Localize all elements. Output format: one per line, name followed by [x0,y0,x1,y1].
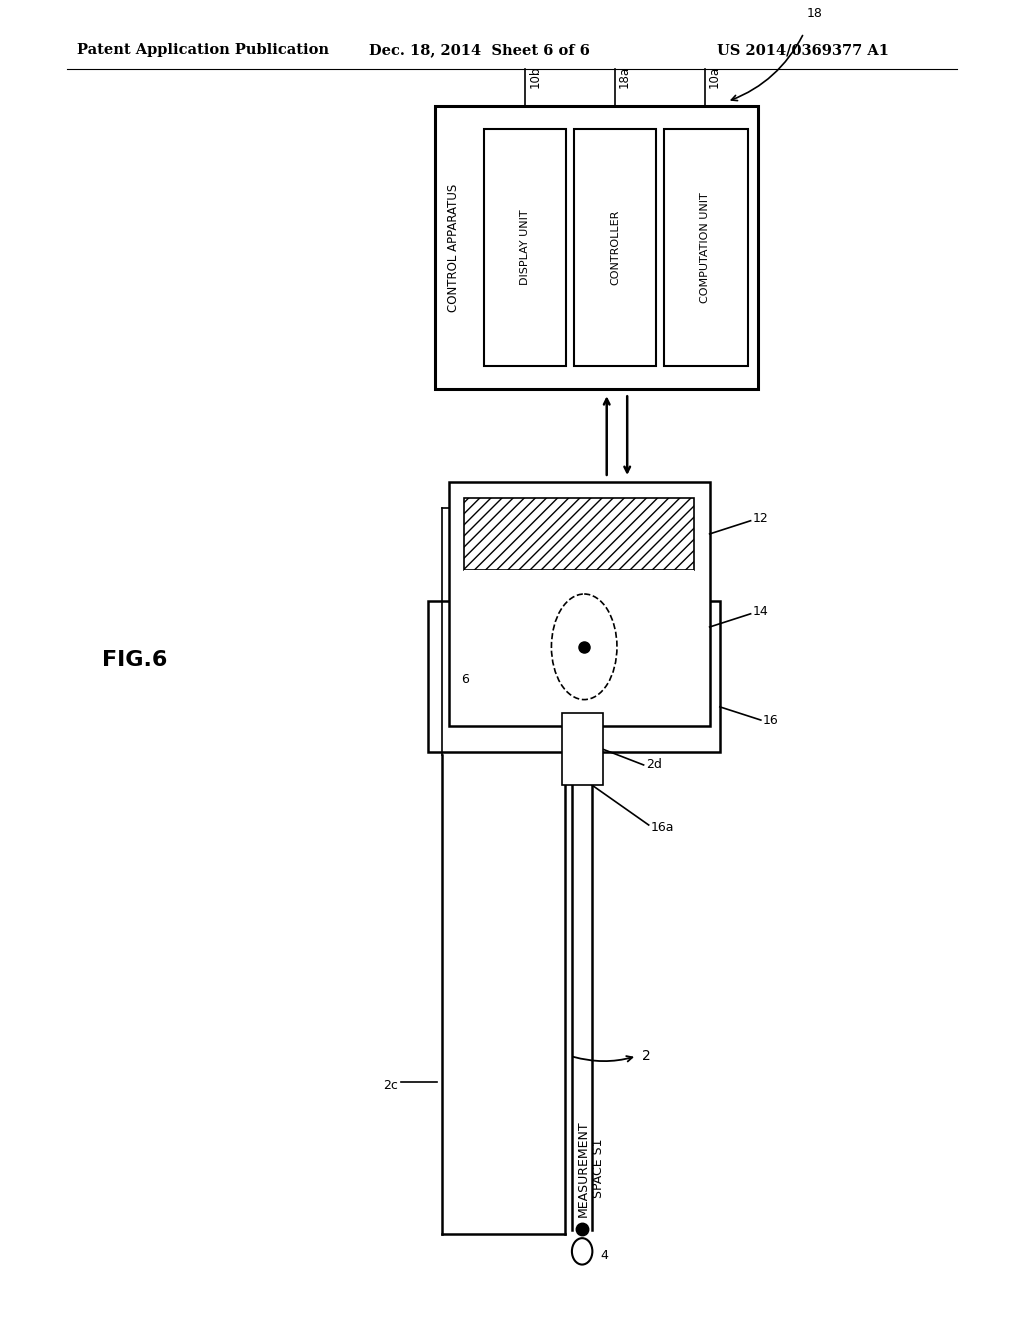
Text: COMPUTATION UNIT: COMPUTATION UNIT [699,193,710,302]
Text: 16: 16 [763,714,778,726]
Text: 4: 4 [600,1249,608,1262]
Text: 2d: 2d [646,759,662,771]
Text: 2: 2 [642,1049,651,1063]
Text: US 2014/0369377 A1: US 2014/0369377 A1 [717,44,889,57]
Bar [435,106,758,389]
Text: 16a: 16a [651,821,674,834]
Text: Patent Application Publication: Patent Application Publication [77,44,329,57]
Text: CONTROLLER: CONTROLLER [610,210,620,285]
Bar [574,129,655,366]
Text: 14: 14 [753,605,768,618]
Bar [449,482,710,726]
Bar [664,129,748,366]
Text: CONTROL APPARATUS: CONTROL APPARATUS [447,183,460,312]
Bar [484,129,566,366]
Text: 10b: 10b [528,66,542,88]
Bar [428,601,720,752]
Text: Dec. 18, 2014  Sheet 6 of 6: Dec. 18, 2014 Sheet 6 of 6 [369,44,590,57]
Bar [464,570,694,630]
Text: DISPLAY UNIT: DISPLAY UNIT [520,210,530,285]
Text: 6: 6 [461,673,469,686]
Text: 2c: 2c [383,1078,398,1092]
Bar [561,713,602,785]
Text: 10a: 10a [708,66,721,88]
Text: 18: 18 [807,7,823,20]
Bar [464,498,694,570]
Text: MEASUREMENT
SPACE S1: MEASUREMENT SPACE S1 [577,1119,605,1217]
Text: 12: 12 [753,512,768,524]
Text: FIG.6: FIG.6 [102,649,168,671]
Text: 18a: 18a [618,66,631,88]
